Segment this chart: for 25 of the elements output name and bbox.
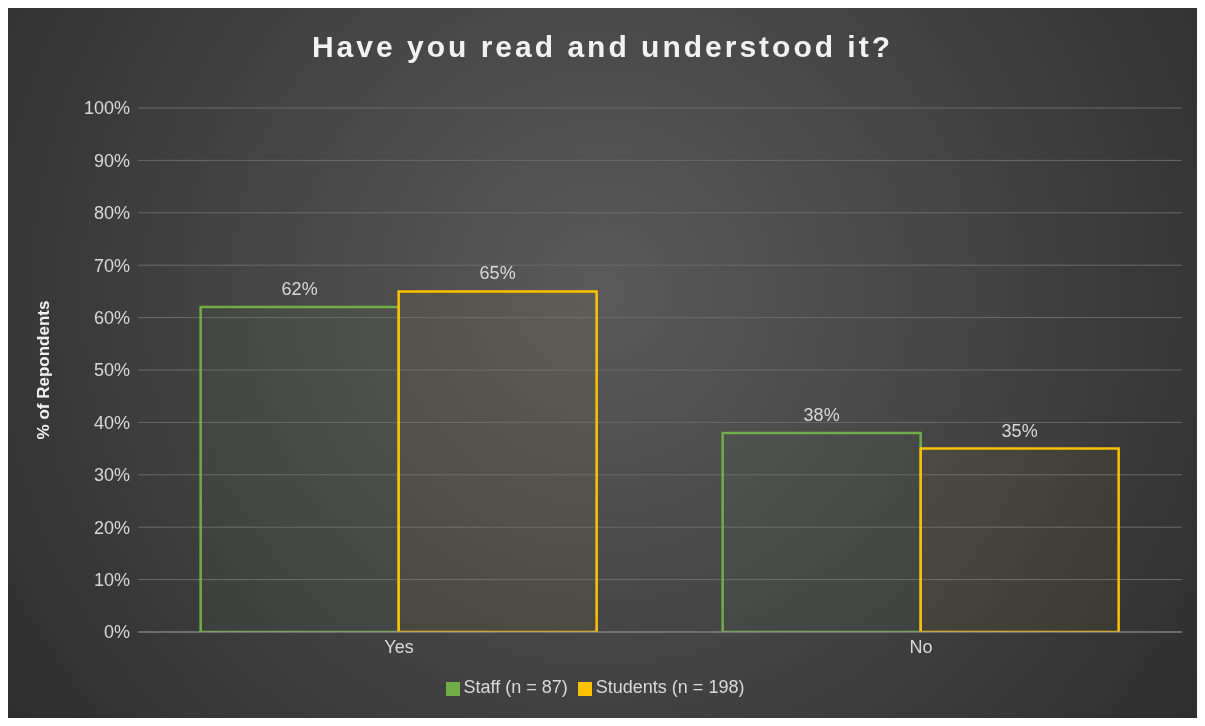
data-label: 38%	[803, 404, 840, 425]
x-tick-label: No	[909, 636, 933, 657]
y-tick-label: 100%	[83, 98, 130, 119]
legend-label: Students (n = 198)	[595, 677, 745, 697]
data-label: 62%	[281, 279, 318, 300]
bar	[919, 447, 1120, 632]
y-axis-title: % of Repondents	[34, 300, 54, 440]
data-label: 35%	[1001, 420, 1038, 441]
legend-label: Staff (n = 87)	[463, 677, 568, 697]
x-tick-label: Yes	[384, 636, 414, 657]
y-tick-label: 80%	[93, 203, 130, 224]
y-tick-label: 90%	[93, 150, 130, 171]
y-tick-label: 60%	[93, 307, 130, 328]
chart-title: Have you read and understood it?	[310, 30, 895, 64]
y-tick-label: 40%	[93, 412, 130, 433]
y-tick-label: 0%	[103, 622, 130, 643]
y-tick-label: 20%	[93, 517, 130, 538]
y-tick-label: 50%	[93, 360, 130, 381]
data-label: 65%	[479, 263, 516, 284]
bar	[721, 431, 922, 632]
y-tick-label: 10%	[93, 569, 130, 590]
y-tick-label: 70%	[93, 255, 130, 276]
y-tick-label: 30%	[93, 465, 130, 486]
bar	[397, 290, 598, 632]
bar	[199, 305, 400, 632]
